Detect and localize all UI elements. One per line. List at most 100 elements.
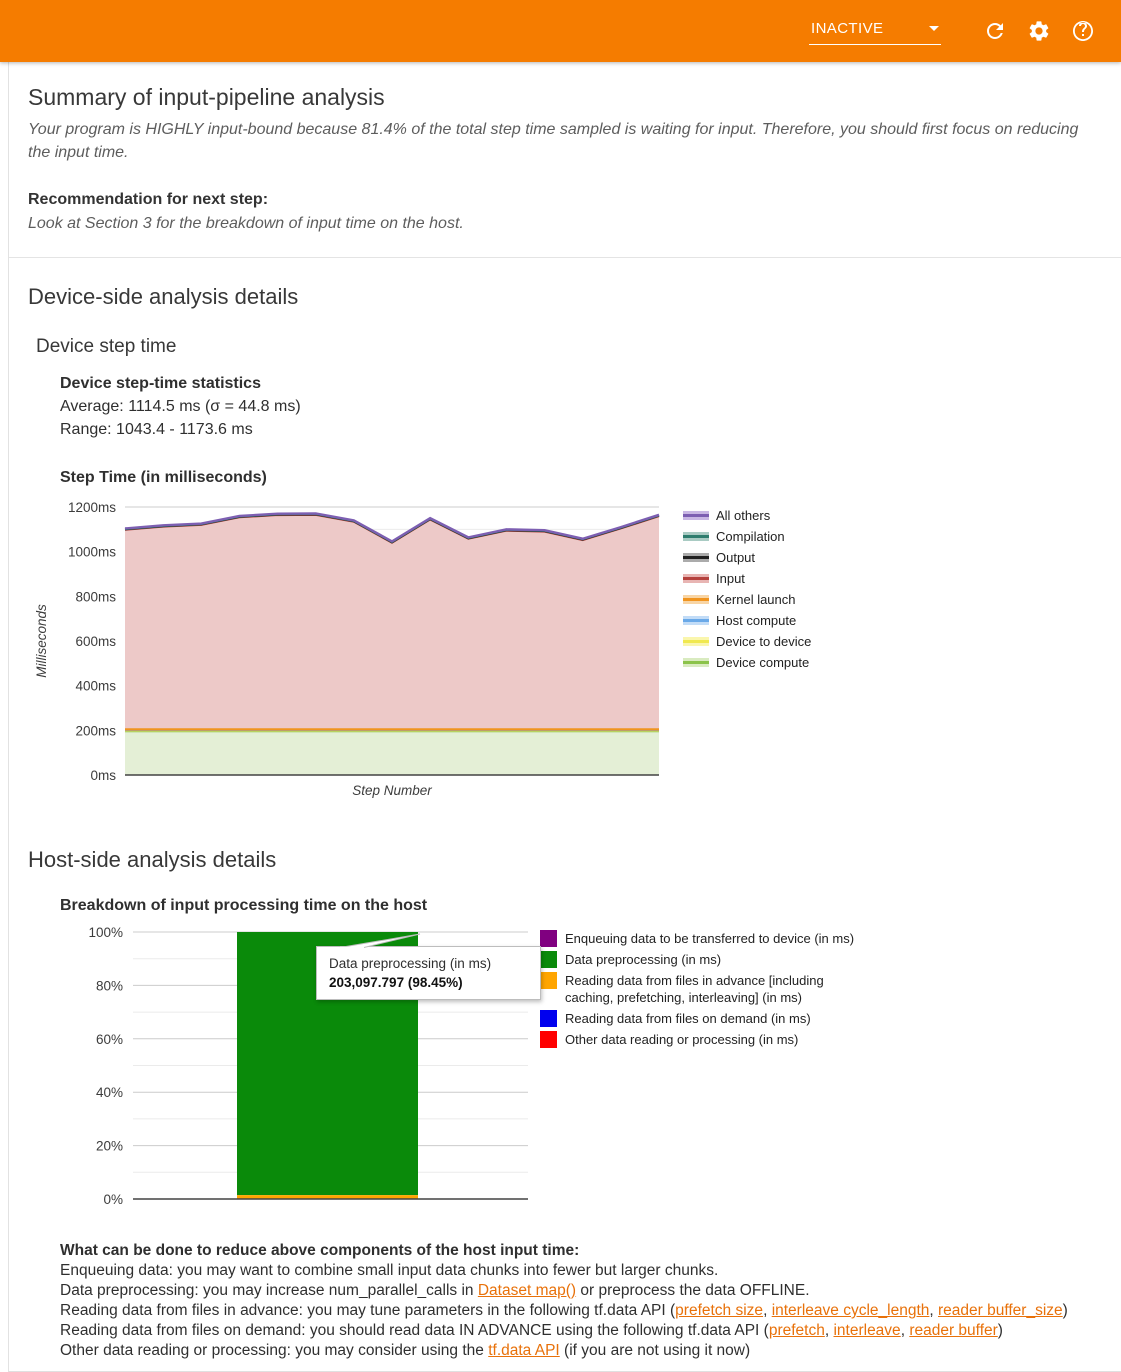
device-step-time-title: Device step time — [36, 336, 177, 357]
recommendations-section: What can be done to reduce above compone… — [60, 1241, 1072, 1361]
y-axis-tick-label: 100% — [88, 925, 123, 940]
legend-item: Compilation — [683, 526, 811, 547]
legend-color-swatch — [540, 930, 557, 947]
host-chart-title: Breakdown of input processing time on th… — [60, 897, 428, 914]
legend-label: Reading data from files in advance [incl… — [565, 973, 824, 1005]
step-time-chart[interactable]: 0ms 200ms 400ms 600ms 800ms 1000ms 1200ms Step … — [28, 493, 708, 805]
recommendation-text: , — [763, 1302, 772, 1319]
recommendation-line: Reading data from files in advance: you … — [60, 1301, 1072, 1321]
device-section-title: Device-side analysis details — [28, 284, 299, 309]
x-axis-title: Step Number — [352, 783, 432, 798]
y-axis-tick-label: 400ms — [75, 679, 116, 694]
legend-color-swatch — [540, 972, 557, 989]
legend-line — [683, 640, 709, 643]
legend-item: All others — [683, 505, 811, 526]
y-axis-tick-label: 200ms — [75, 723, 116, 738]
legend-color-chip — [683, 511, 709, 520]
legend-color-chip — [683, 595, 709, 604]
recommendation-label: Recommendation for next step: — [28, 191, 269, 208]
legend-item: Kernel launch — [683, 589, 811, 610]
legend-line — [683, 556, 709, 559]
legend-line — [683, 577, 709, 580]
device-compute-area[interactable] — [125, 731, 659, 775]
main-content: Summary of input-pipeline analysis Your … — [8, 62, 1121, 1372]
legend-label: Enqueuing data to be transferred to devi… — [565, 931, 855, 946]
legend-label: Input — [716, 571, 745, 586]
bar-reading-in-advance[interactable] — [237, 1195, 418, 1199]
legend-color-chip — [683, 532, 709, 541]
step-time-chart-legend: All others Compilation Output Input Kernel l… — [683, 505, 811, 805]
legend-color-chip — [683, 553, 709, 562]
recommendation-text: Reading data from files in advance: you … — [60, 1302, 676, 1319]
legend-color-chip — [683, 637, 709, 646]
run-status-dropdown[interactable]: INACTIVE — [809, 18, 941, 45]
recommendation-body: Look at Section 3 for the breakdown of i… — [28, 215, 464, 232]
y-axis-tick-label: 20% — [96, 1139, 123, 1154]
legend-color-chip — [683, 616, 709, 625]
doc-link[interactable]: reader buffer_size — [938, 1302, 1063, 1319]
legend-label: Compilation — [716, 529, 785, 544]
input-area[interactable] — [125, 515, 659, 730]
summary-body: Your program is HIGHLY input-bound becau… — [28, 121, 1079, 161]
legend-label: Device compute — [716, 655, 810, 670]
y-axis-tick-label: 0% — [103, 1192, 123, 1207]
recommendation-text: ) — [1062, 1302, 1068, 1319]
recommendation-text: , — [929, 1302, 938, 1319]
legend-line — [683, 619, 709, 622]
y-axis-tick-label: 600ms — [75, 634, 116, 649]
host-chart-area: 0% 20% 40% 60% 80% 100% Data preprocessing (i… — [28, 923, 1121, 1223]
doc-link[interactable]: interleave cycle_length — [771, 1302, 930, 1319]
recommendation-text: Enqueuing data: you may want to combine … — [60, 1262, 719, 1279]
legend-label: Data preprocessing (in ms) — [565, 952, 722, 967]
doc-link[interactable]: tf.data API — [488, 1342, 560, 1359]
chevron-down-icon — [929, 25, 939, 31]
recommendation-line: Data preprocessing: you may increase num… — [60, 1281, 1072, 1301]
doc-link[interactable]: prefetch — [768, 1322, 825, 1339]
legend-item: Enqueuing data to be transferred to devi… — [540, 930, 875, 947]
doc-link[interactable]: reader buffer — [909, 1322, 998, 1339]
y-axis-tick-label: 1200ms — [68, 500, 116, 515]
y-axis-tick-label: 0ms — [90, 768, 116, 783]
legend-color-chip — [683, 658, 709, 667]
recommendation-text: ) — [997, 1322, 1003, 1339]
stats-average: Average: 1114.5 ms (σ = 44.8 ms) — [60, 398, 301, 415]
legend-item: Host compute — [683, 610, 811, 631]
device-step-time-stats: Device step-time statistics Average: 111… — [60, 372, 1121, 441]
recommendation-text: Other data reading or processing: you ma… — [60, 1342, 489, 1359]
refresh-icon[interactable] — [983, 19, 1007, 43]
y-axis-tick-label: 60% — [96, 1032, 123, 1047]
recommendation-text: (if you are not using it now) — [559, 1342, 751, 1359]
recommendation-text: Data preprocessing: you may increase num… — [60, 1282, 478, 1299]
legend-label: All others — [716, 508, 771, 523]
tooltip-value: 203,097.797 (98.45%) — [329, 975, 463, 990]
settings-gear-icon[interactable] — [1027, 19, 1051, 43]
recommendations-heading: What can be done to reduce above compone… — [60, 1242, 580, 1259]
tooltip-series-name: Data preprocessing (in ms) — [329, 956, 492, 971]
stats-range: Range: 1043.4 - 1173.6 ms — [60, 421, 253, 438]
help-icon[interactable] — [1071, 19, 1095, 43]
doc-link[interactable]: Dataset map() — [477, 1282, 577, 1299]
recommendation-text: , — [900, 1322, 910, 1339]
device-section: Device-side analysis details Device step… — [28, 284, 1121, 805]
doc-link[interactable]: prefetch size — [675, 1302, 764, 1319]
legend-label: Reading data from files on demand (in ms… — [565, 1011, 811, 1026]
y-axis-tick-label: 80% — [96, 978, 123, 993]
recommendation-line: Enqueuing data: you may want to combine … — [60, 1261, 1072, 1281]
y-axis-title: Milliseconds — [34, 604, 49, 678]
legend-label: Kernel launch — [716, 592, 796, 607]
legend-item: Reading data from files in advance [incl… — [540, 972, 875, 1006]
recommendation-text: Reading data from files on demand: you s… — [60, 1322, 769, 1339]
y-axis-tick-label: 800ms — [75, 589, 116, 604]
stats-title: Device step-time statistics — [60, 375, 261, 392]
legend-item: Other data reading or processing (in ms) — [540, 1031, 875, 1048]
step-time-chart-title: Step Time (in milliseconds) — [60, 469, 267, 486]
recommendation-line: Other data reading or processing: you ma… — [60, 1341, 1072, 1361]
legend-label: Device to device — [716, 634, 812, 649]
legend-label: Other data reading or processing (in ms) — [565, 1032, 799, 1047]
all-others-line — [124, 512, 660, 543]
summary-title: Summary of input-pipeline analysis — [28, 84, 385, 110]
legend-color-swatch — [540, 1031, 557, 1048]
doc-link[interactable]: interleave — [833, 1322, 901, 1339]
host-chart-legend: Enqueuing data to be transferred to devi… — [540, 930, 875, 1052]
legend-label: Output — [716, 550, 756, 565]
